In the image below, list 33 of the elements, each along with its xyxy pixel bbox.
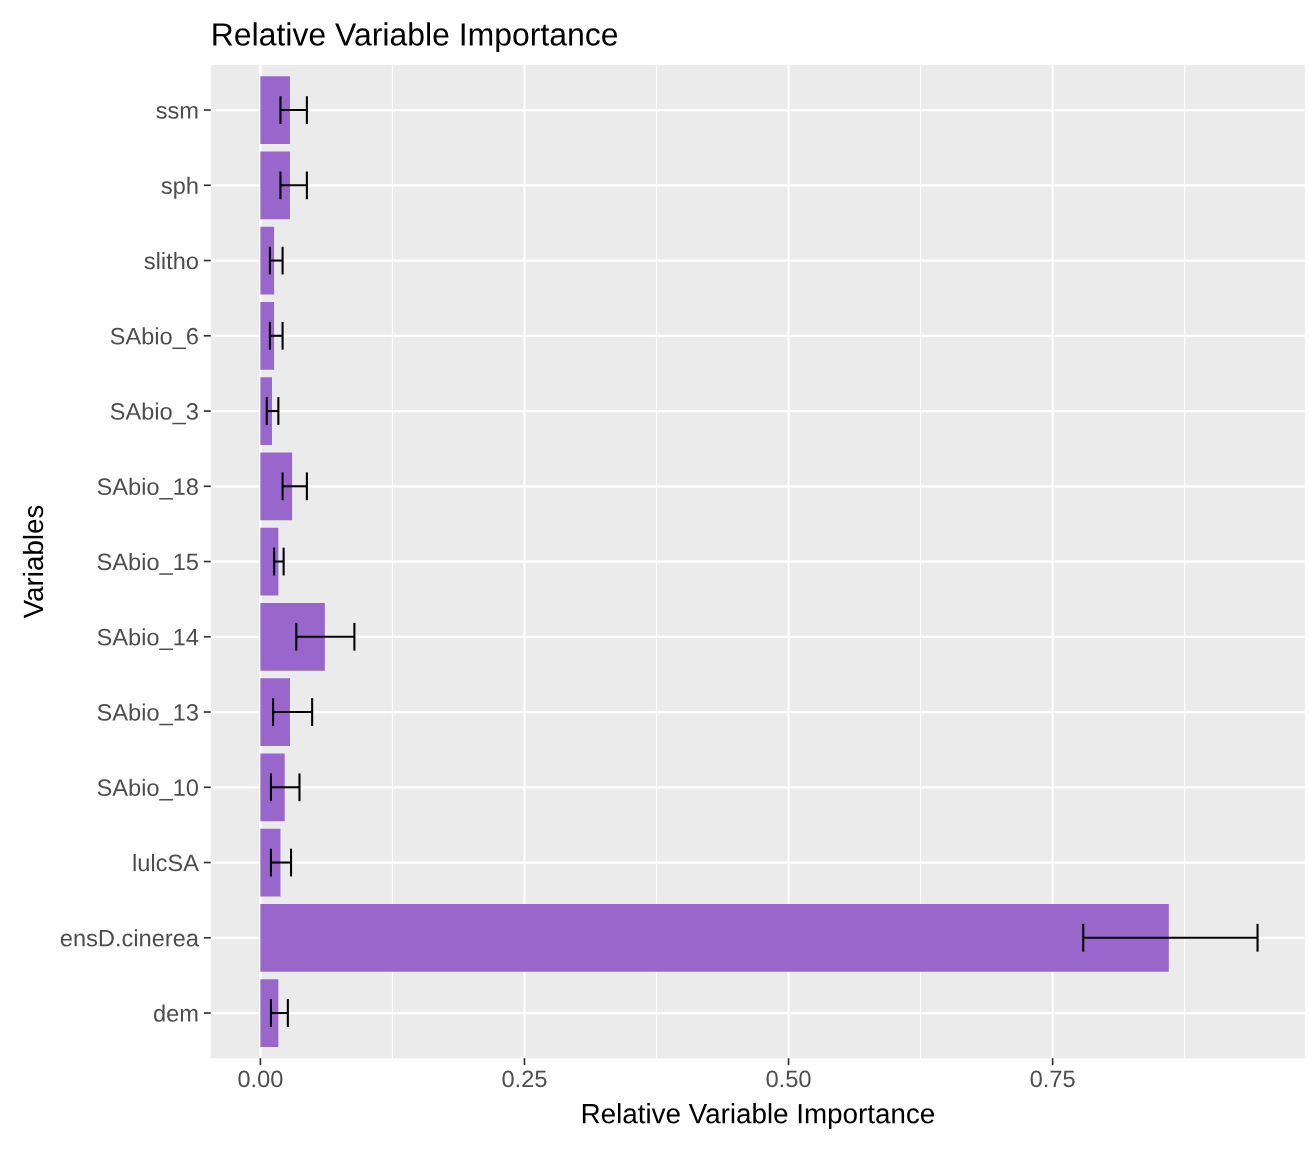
bar [260,979,279,1047]
y-tick-label: sph [161,176,198,199]
y-tick-label: SAbio_14 [97,628,199,651]
bar [260,602,325,671]
bar [260,377,273,445]
y-tick-label: dem [154,1004,198,1022]
y-tick-label: slitho [144,251,198,270]
bar [260,828,281,897]
y-tick-label: ensD.cinerea [60,929,199,947]
y-tick-label: ssm [156,105,198,119]
bar [260,753,285,822]
x-tick-label: 0.75 [1030,1070,1075,1088]
y-tick-label: SAbio_15 [97,552,198,575]
bar [260,527,279,596]
bar [260,151,290,220]
x-tick-label: 0.25 [502,1070,547,1088]
y-tick-label: SAbio_3 [110,402,198,425]
bar [260,301,275,370]
bar [260,678,290,746]
x-axis-title: Relative Variable Importance [582,1103,934,1129]
y-tick-label: SAbio_6 [110,327,198,350]
bar [260,903,1169,972]
y-tick-label: SAbio_13 [97,703,198,726]
bar [260,452,293,521]
chart-title: Relative Variable Importance [213,22,618,53]
bar [260,226,275,295]
x-tick-label: 0.50 [766,1070,811,1088]
y-tick-label: SAbio_18 [97,477,198,500]
bar [260,76,290,144]
y-axis-title: Variables [22,505,44,619]
y-tick-label: SAbio_10 [97,778,199,801]
x-tick-label: 0.00 [238,1070,283,1088]
y-tick-label: lulcSA [133,853,199,872]
